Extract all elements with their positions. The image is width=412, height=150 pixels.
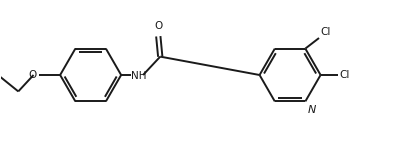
Text: O: O bbox=[154, 21, 162, 31]
Text: O: O bbox=[29, 70, 37, 80]
Text: N: N bbox=[308, 105, 316, 115]
Text: Cl: Cl bbox=[340, 70, 350, 80]
Text: NH: NH bbox=[131, 71, 146, 81]
Text: Cl: Cl bbox=[321, 27, 331, 37]
